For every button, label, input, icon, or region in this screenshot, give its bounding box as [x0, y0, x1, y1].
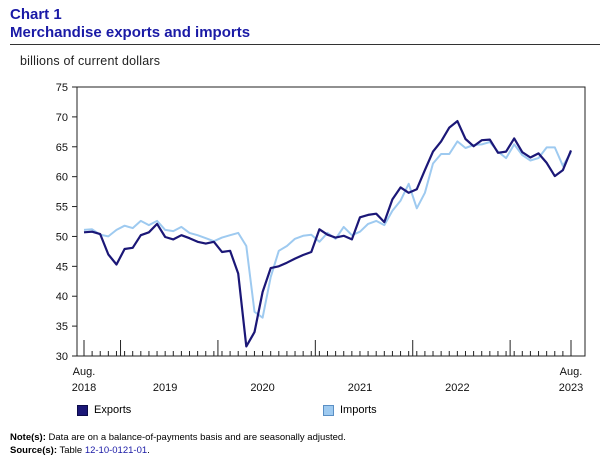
y-tick-label: 65 [56, 142, 68, 154]
y-tick-label: 45 [56, 261, 68, 273]
source-prefix: Table [56, 445, 85, 456]
y-tick-label: 75 [56, 82, 68, 94]
legend-label-exports: Exports [94, 404, 132, 416]
note-text: Data are on a balance-of-payments basis … [45, 432, 346, 443]
plot-frame [76, 86, 586, 357]
line-chart: 30 35 40 45 50 55 60 65 70 75 Aug. 2018 Aug. 2023 201… [56, 82, 586, 394]
y-tick-label: 70 [56, 112, 68, 124]
legend-swatch-imports [323, 404, 334, 416]
y-tick-label: 50 [56, 231, 68, 243]
x-start-label-month: Aug. [73, 366, 96, 378]
legend-swatch-exports [77, 404, 88, 416]
y-tick-label: 35 [56, 321, 68, 333]
y-tick-label: 30 [56, 351, 68, 363]
series-line-imports [83, 140, 572, 319]
chart-title-number: Chart 1 [10, 6, 62, 23]
legend-label-imports: Imports [340, 404, 377, 416]
series-layer [83, 119, 573, 348]
source-suffix: . [147, 445, 150, 456]
note-line: Note(s): Data are on a balance-of-paymen… [10, 432, 346, 443]
x-year-label: 2019 [153, 382, 177, 394]
series-line-exports [83, 119, 573, 348]
y-tick-label: 40 [56, 291, 68, 303]
x-end-label-month: Aug. [560, 366, 583, 378]
x-year-label: 2020 [250, 382, 274, 394]
source-table-link[interactable]: 12-10-0121-01 [84, 445, 148, 456]
unit-label: billions of current dollars [20, 54, 161, 68]
x-end-label-year: 2023 [559, 382, 583, 394]
x-year-label: 2021 [348, 382, 372, 394]
y-tick-label: 60 [56, 172, 68, 184]
source-label: Source(s): [10, 445, 57, 456]
title-divider [10, 44, 600, 45]
x-start-label-year: 2018 [72, 382, 96, 394]
legend-item-exports: Exports [77, 404, 131, 416]
source-line: Source(s): Table 12-10-0121-01. [10, 445, 150, 456]
y-axis: 30 35 40 45 50 55 60 65 70 75 [56, 82, 77, 363]
y-tick-label: 55 [56, 202, 68, 214]
note-label: Note(s): [10, 432, 46, 443]
legend-item-imports: Imports [323, 404, 377, 416]
x-axis: Aug. 2018 Aug. 2023 2019 2020 2021 2022 [72, 340, 583, 394]
x-year-label: 2022 [445, 382, 469, 394]
chart-title: Merchandise exports and imports [10, 24, 251, 41]
